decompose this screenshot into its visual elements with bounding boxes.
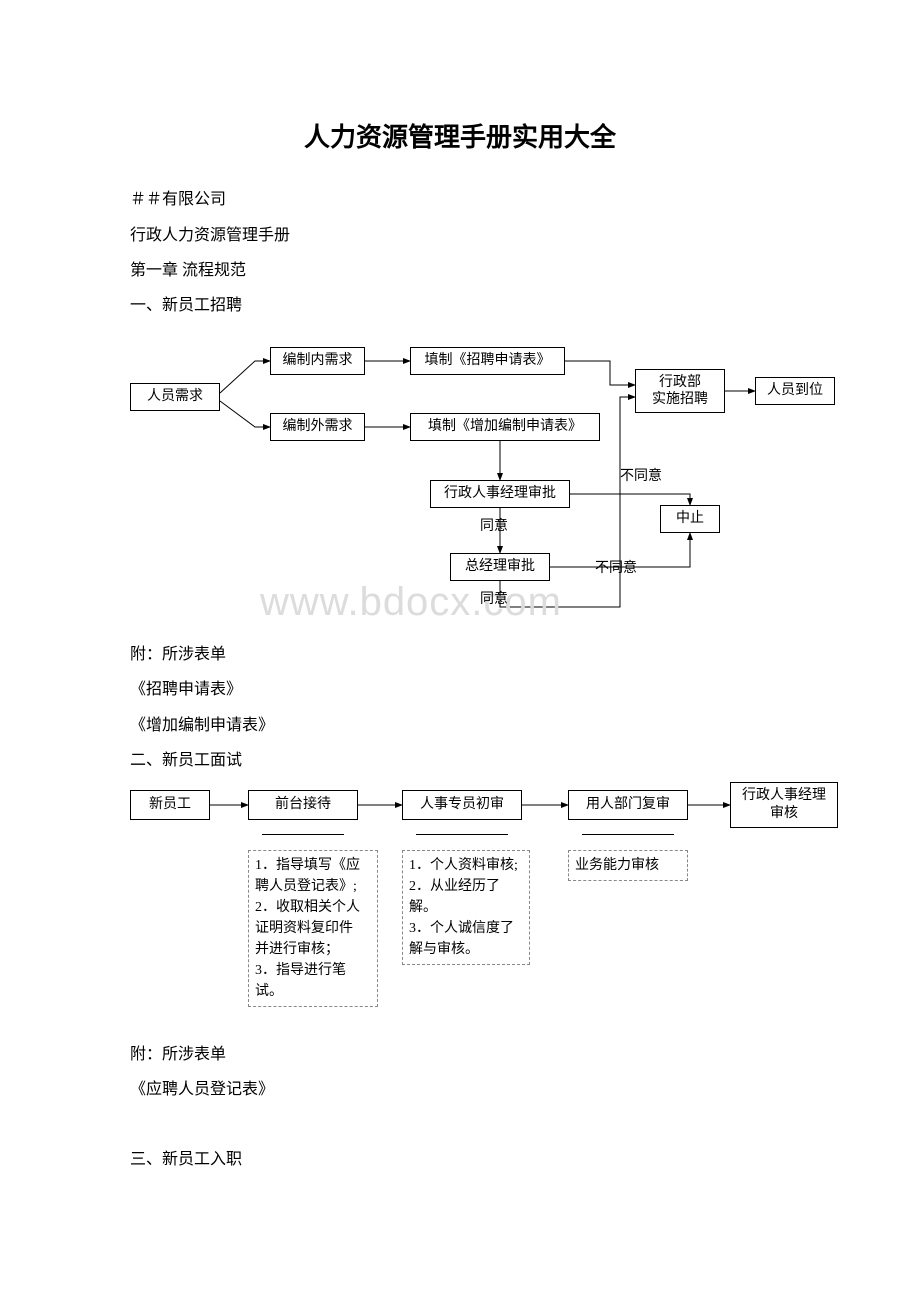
flow-node-need: 人员需求 [130,383,220,411]
edge-label-disagree1: 不同意 [620,465,662,485]
interview-flowchart: 新员工前台接待人事专员初审用人部门复审行政人事经理审核1．指导填写《应聘人员登记… [130,790,840,1025]
note-connector [262,834,344,835]
flow-node-out: 编制外需求 [270,413,365,441]
intro-line: 行政人力资源管理手册 [130,218,790,253]
flow-node-hr1: 人事专员初审 [402,790,522,820]
body-line: 《招聘申请表》 [130,672,790,707]
flow-node-arrive: 人员到位 [755,377,835,405]
page-title: 人力资源管理手册实用大全 [130,117,790,154]
flow-node-form1: 填制《招聘申请表》 [410,347,565,375]
edge-label-agree2: 同意 [480,588,508,608]
flow-node-new: 新员工 [130,790,210,820]
flow-node-in: 编制内需求 [270,347,365,375]
body-line: 三、新员工入职 [130,1142,790,1177]
flow-node-mgr: 行政人事经理审核 [730,782,838,828]
note-connector [416,834,508,835]
flow-node-recep: 前台接待 [248,790,358,820]
note-connector [582,834,674,835]
intro-line: ＃＃有限公司 [130,182,790,217]
intro-line: 一、新员工招聘 [130,288,790,323]
body-line: 附：所涉表单 [130,1037,790,1072]
body-line: 《增加编制申请表》 [130,708,790,743]
note-box-n2: 1．个人资料审核;2．从业经历了解。3．个人诚信度了解与审核。 [402,850,530,965]
body-line [130,1107,790,1142]
note-box-n3: 业务能力审核 [568,850,688,881]
recruitment-flowchart: www.bdocx.com 人员需求编制内需求编制外需求填制《招聘申请表》填制《… [130,335,840,625]
flow-node-form2: 填制《增加编制申请表》 [410,413,600,441]
note-box-n1: 1．指导填写《应聘人员登记表》;2．收取相关个人证明资料复印件并进行审核；3．指… [248,850,378,1007]
flow-node-recruit: 行政部实施招聘 [635,369,725,413]
intro-line: 第一章 流程规范 [130,253,790,288]
flow-node-hr_approve: 行政人事经理审批 [430,480,570,508]
flow-node-stop: 中止 [660,505,720,533]
edge-label-disagree2: 不同意 [595,557,637,577]
edge-label-agree1: 同意 [480,515,508,535]
body-line: 《应聘人员登记表》 [130,1072,790,1107]
body-line: 附：所涉表单 [130,637,790,672]
flow-node-gm_approve: 总经理审批 [450,553,550,581]
flow-node-dept: 用人部门复审 [568,790,688,820]
body-line: 二、新员工面试 [130,743,790,778]
document-page: 人力资源管理手册实用大全 ＃＃有限公司 行政人力资源管理手册 第一章 流程规范 … [0,0,920,1238]
